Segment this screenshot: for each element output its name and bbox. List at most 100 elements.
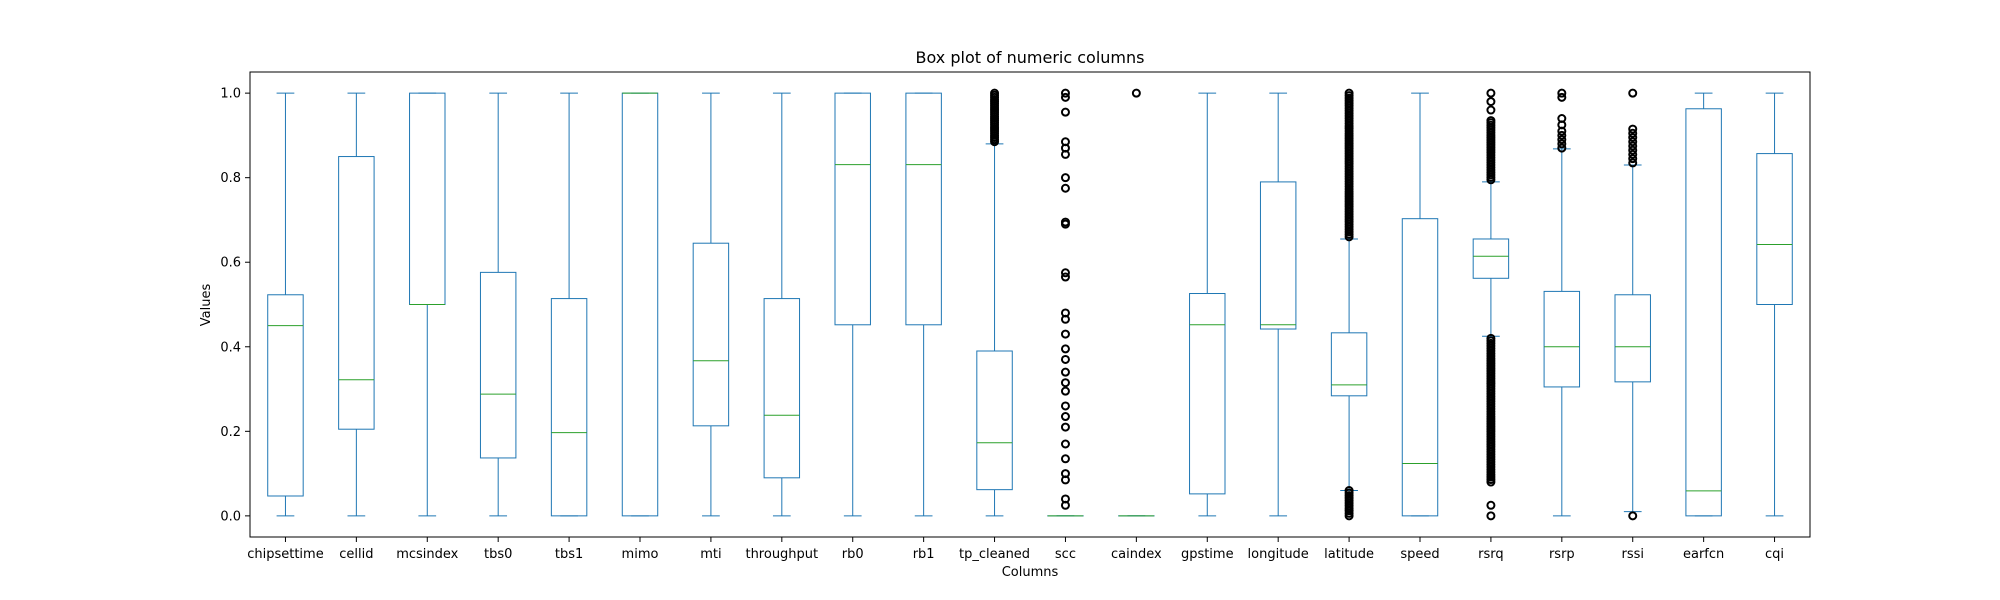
x-axis-label: Columns xyxy=(1002,565,1059,580)
iqr-box-mti xyxy=(692,242,730,427)
box-throughput xyxy=(763,92,801,517)
y-axis: 0.0 0.2 0.4 0.6 0.8 1.0 xyxy=(220,87,250,524)
iqr-box-earfcn xyxy=(1685,108,1722,517)
flier-rssi-7 xyxy=(1628,133,1638,143)
flier-scc-7 xyxy=(1060,412,1070,422)
y-tick-label-1: 0.2 xyxy=(220,425,241,440)
iqr-box-mimo xyxy=(621,92,659,517)
x-tick-label-rssi: rssi xyxy=(1621,547,1644,562)
x-tick-label-rb0: rb0 xyxy=(842,547,864,562)
flier-scc-26 xyxy=(1060,107,1070,117)
flier-scc-21 xyxy=(1060,183,1070,193)
flier-scc-11 xyxy=(1060,367,1070,377)
x-tick-label-gpstime: gpstime xyxy=(1181,547,1234,562)
iqr-box-gpstime xyxy=(1189,293,1226,495)
x-tick-label-tp_cleaned: tp_cleaned xyxy=(959,547,1030,562)
flier-rsrq-3 xyxy=(1486,105,1496,115)
box-cellid xyxy=(338,92,375,517)
flier-rssi-9 xyxy=(1628,124,1638,134)
flier-scc-4 xyxy=(1060,454,1070,464)
x-tick-label-throughput: throughput xyxy=(745,547,818,562)
flier-scc-9 xyxy=(1060,386,1070,396)
iqr-box-rsrq xyxy=(1472,238,1510,279)
box-rb1 xyxy=(905,92,942,517)
x-tick-label-mcsindex: mcsindex xyxy=(396,547,458,562)
x-tick-label-rsrq: rsrq xyxy=(1478,547,1504,562)
iqr-box-tbs0 xyxy=(479,271,517,459)
box-tp_cleaned xyxy=(976,88,1013,517)
flier-scc-17 xyxy=(1060,272,1070,282)
flier-scc-16 xyxy=(1060,308,1070,318)
x-tick-label-mti: mti xyxy=(700,547,721,562)
flier-rsrq-4 xyxy=(1486,97,1496,107)
flier-dense-latitude-1-57 xyxy=(1344,88,1354,98)
flier-scc-27 xyxy=(1060,92,1070,102)
box-cqi xyxy=(1756,92,1793,517)
flier-scc-10 xyxy=(1060,378,1070,388)
iqr-box-rb1 xyxy=(905,92,942,326)
x-tick-label-longitude: longitude xyxy=(1248,547,1309,562)
x-tick-label-rsrp: rsrp xyxy=(1549,547,1575,562)
flier-scc-13 xyxy=(1060,344,1070,354)
box-rb0 xyxy=(834,92,871,517)
flier-scc-20 xyxy=(1060,217,1070,227)
x-tick-label-scc: scc xyxy=(1055,547,1076,562)
flier-scc-18 xyxy=(1060,268,1070,278)
x-tick-label-tbs1: tbs1 xyxy=(555,547,583,562)
flier-scc-22 xyxy=(1060,173,1070,183)
box-mti xyxy=(692,92,730,517)
flier-scc-1 xyxy=(1060,494,1070,504)
iqr-box-longitude xyxy=(1259,181,1297,330)
flier-rssi-2 xyxy=(1628,154,1638,164)
y-tick-label-0: 0.0 xyxy=(220,509,241,524)
iqr-box-speed xyxy=(1401,218,1439,517)
x-tick-label-chipsettime: chipsettime xyxy=(247,547,324,562)
flier-scc-6 xyxy=(1060,422,1070,432)
flier-rsrp-6 xyxy=(1557,114,1567,123)
iqr-box-mcsindex xyxy=(409,92,446,305)
x-tick-label-caindex: caindex xyxy=(1111,547,1162,562)
box-caindex xyxy=(1118,88,1155,517)
flier-rssi-3 xyxy=(1628,149,1638,159)
flier-scc-14 xyxy=(1060,329,1070,339)
y-tick-label-4: 0.8 xyxy=(220,171,241,186)
iqr-box-tp_cleaned xyxy=(976,350,1013,491)
y-axis-label: Values xyxy=(199,284,214,327)
flier-rsrp-8 xyxy=(1557,88,1567,98)
iqr-box-chipsettime xyxy=(267,294,304,497)
flier-rsrq-0 xyxy=(1486,511,1496,521)
flier-rssi-4 xyxy=(1628,145,1638,155)
box-rsrq xyxy=(1472,88,1510,521)
x-tick-label-earfcn: earfcn xyxy=(1683,547,1724,562)
box-rsrp xyxy=(1543,88,1581,517)
x-axis: chipsettime cellid mcsindex tbs0 tbs1 mimo mti… xyxy=(247,537,1784,562)
flier-rsrq-5 xyxy=(1486,88,1496,98)
iqr-box-cqi xyxy=(1756,153,1793,305)
iqr-box-rsrp xyxy=(1543,290,1581,388)
flier-tp_cleaned-23 xyxy=(990,88,1000,98)
y-tick-label-3: 0.6 xyxy=(220,256,241,271)
x-tick-label-speed: speed xyxy=(1400,547,1439,562)
flier-rsrp-2 xyxy=(1557,135,1567,145)
box-scc xyxy=(1047,88,1084,517)
y-tick-label-2: 0.4 xyxy=(220,340,241,355)
iqr-box-rssi xyxy=(1614,294,1651,383)
iqr-box-latitude xyxy=(1330,332,1368,397)
flier-rssi-10 xyxy=(1628,88,1638,98)
iqr-box-tbs1 xyxy=(550,298,588,517)
x-tick-label-tbs0: tbs0 xyxy=(484,547,512,562)
flier-rsrp-7 xyxy=(1557,92,1567,102)
flier-rssi-8 xyxy=(1628,128,1638,138)
flier-scc-28 xyxy=(1060,88,1070,98)
x-tick-label-latitude: latitude xyxy=(1324,547,1374,562)
box-earfcn xyxy=(1685,92,1722,517)
boxes-layer xyxy=(267,88,1793,521)
flier-scc-5 xyxy=(1060,439,1070,449)
iqr-box-cellid xyxy=(338,156,375,430)
x-tick-label-rb1: rb1 xyxy=(913,547,935,562)
flier-scc-25 xyxy=(1060,137,1070,147)
flier-dense-rsrq-1-23 xyxy=(1486,118,1496,128)
box-longitude xyxy=(1259,92,1297,517)
iqr-box-rb0 xyxy=(834,92,871,326)
flier-rssi-5 xyxy=(1628,141,1638,151)
